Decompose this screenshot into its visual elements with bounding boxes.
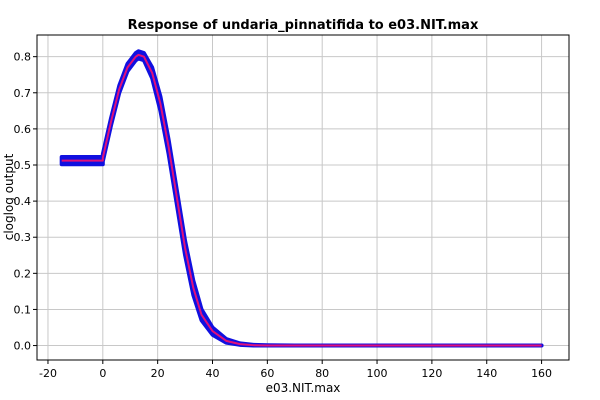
x-tick-label: 20 [151, 367, 165, 380]
plot-area [37, 35, 569, 360]
x-tick-label: 0 [99, 367, 106, 380]
x-tick-label: 160 [531, 367, 552, 380]
y-axis-label: cloglog output [2, 153, 16, 240]
x-tick-label: 100 [367, 367, 388, 380]
mean-response-line [61, 53, 542, 347]
x-tick-label: 80 [315, 367, 329, 380]
y-tick-layer: 0.0 0.1 0.2 0.3 0.4 0.5 0.6 0.7 0.8 [14, 51, 37, 353]
x-tick-label: -20 [39, 367, 57, 380]
x-tick-label: 140 [476, 367, 497, 380]
plot-frame [36, 34, 570, 361]
y-tick-label: 0.4 [14, 195, 32, 208]
y-tick-label: 0.1 [14, 303, 32, 316]
y-tick-label: 0.3 [14, 231, 32, 244]
y-tick-label: 0.0 [14, 340, 32, 353]
y-tick-label: 0.2 [14, 267, 32, 280]
line-layer [61, 53, 542, 347]
x-tick-label: 40 [206, 367, 220, 380]
chart-title: Response of undaria_pinnatifida to e03.N… [128, 18, 479, 33]
x-axis-label: e03.NIT.max [266, 381, 341, 395]
x-tick-label: 60 [260, 367, 274, 380]
y-tick-label: 0.6 [14, 123, 32, 136]
grid-layer [37, 35, 569, 360]
x-tick-layer: -20 0 20 40 60 80 100 120 140 160 [39, 360, 552, 380]
y-tick-label: 0.7 [14, 87, 32, 100]
y-tick-label: 0.8 [14, 51, 32, 64]
x-tick-label: 120 [421, 367, 442, 380]
y-tick-label: 0.5 [14, 159, 32, 172]
